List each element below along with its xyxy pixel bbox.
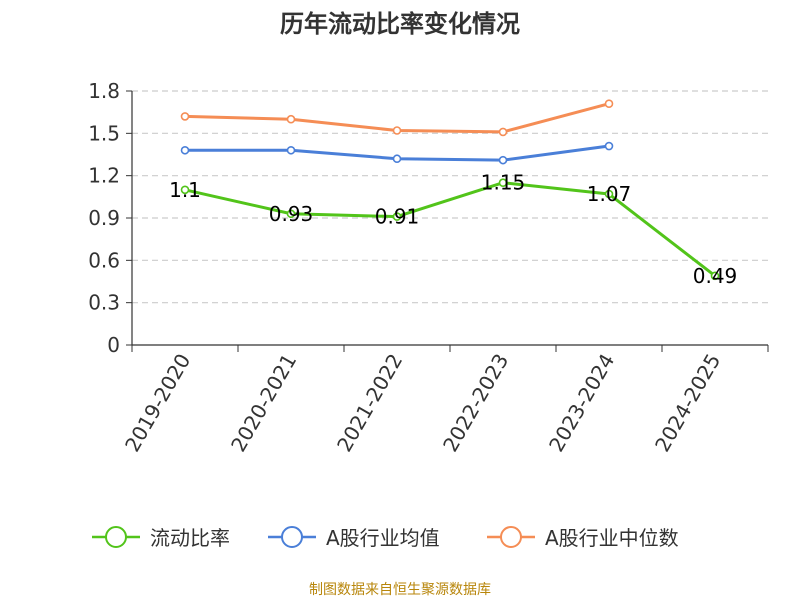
data-point (392, 126, 402, 135)
y-tick-label: 1.8 (88, 79, 120, 103)
y-tick-label: 1.2 (88, 164, 120, 188)
data-label: 1.1 (169, 178, 201, 202)
x-tick-label: 2019-2020 (120, 350, 195, 456)
data-labels: 1.1 0.93 0.91 1.15 1.07 0.49 (169, 171, 737, 288)
data-point (604, 189, 614, 199)
source-note: 制图数据来自恒生聚源数据库 (309, 582, 491, 598)
axes: 0 0.3 0.6 0.9 1.2 1.5 1.8 2019-2020 2020-2021 202… (88, 79, 769, 456)
data-point (180, 185, 190, 195)
y-tick-label: 0 (107, 333, 120, 357)
legend-marker (500, 526, 522, 548)
data-point (498, 127, 508, 137)
legend-label: 流动比率 (150, 526, 230, 550)
x-tick-label: 2022-2023 (438, 350, 513, 456)
data-label: 0.93 (269, 202, 314, 226)
legend-marker (105, 526, 127, 548)
x-tick-label: 2023-2024 (544, 350, 619, 456)
data-point (392, 154, 402, 164)
data-point (180, 145, 190, 155)
y-tick-label: 1.5 (88, 121, 120, 145)
data-point (392, 212, 402, 221)
data-point (286, 114, 296, 124)
y-tick-label: 0.9 (88, 206, 120, 230)
x-tick-label: 2020-2021 (226, 350, 301, 456)
data-label: 1.15 (481, 171, 526, 195)
legend: 流动比率 A股行业均值 A股行业中位数 (92, 526, 679, 550)
data-point (604, 99, 614, 108)
chart-title: 历年流动比率变化情况 (280, 10, 520, 38)
data-point (180, 112, 190, 121)
data-point (604, 141, 614, 151)
y-tick-label: 0.3 (88, 291, 120, 315)
data-point (710, 271, 720, 281)
legend-label: A股行业中位数 (545, 526, 679, 550)
data-point (286, 145, 296, 155)
data-point (498, 155, 508, 165)
series-line (184, 181, 716, 278)
x-tick-label: 2021-2022 (332, 350, 407, 456)
grid (132, 90, 768, 304)
data-point (286, 209, 296, 219)
x-tick-label: 2024-2025 (650, 350, 725, 456)
y-tick-label: 0.6 (88, 248, 120, 272)
data-label: 0.91 (375, 205, 420, 229)
data-point (498, 178, 508, 188)
series-layer (180, 99, 720, 281)
data-label: 0.49 (693, 264, 738, 288)
legend-marker (281, 526, 303, 548)
legend-label: A股行业均值 (326, 526, 440, 550)
data-label: 1.07 (587, 182, 632, 206)
